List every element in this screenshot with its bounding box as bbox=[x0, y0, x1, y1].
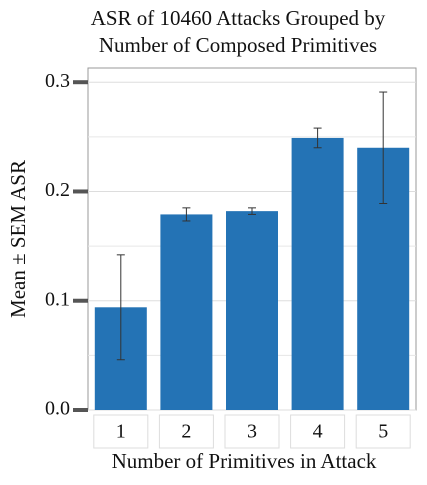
chart-title: ASR of 10460 Attacks Grouped by bbox=[91, 6, 386, 30]
x-tick-box bbox=[93, 414, 149, 449]
bar bbox=[226, 211, 278, 410]
bar bbox=[291, 137, 344, 410]
chart-title: Number of Composed Primitives bbox=[99, 33, 377, 57]
x-tick-box bbox=[224, 414, 280, 449]
bar bbox=[160, 214, 213, 410]
y-tick-label: 0.2 bbox=[45, 179, 70, 201]
x-tick-box bbox=[158, 414, 214, 449]
x-tick-label: 1 bbox=[116, 421, 126, 443]
x-axis-label: Number of Primitives in Attack bbox=[112, 449, 377, 473]
x-tick-label: 5 bbox=[378, 421, 388, 443]
y-tick-label: 0.3 bbox=[45, 70, 70, 92]
x-tick-box bbox=[355, 414, 411, 449]
x-tick-label: 2 bbox=[181, 421, 191, 443]
x-tick-label: 4 bbox=[313, 421, 323, 443]
y-axis-label: Mean ± SEM ASR bbox=[6, 160, 30, 318]
x-tick-box bbox=[290, 414, 346, 449]
y-tick-label: 0.0 bbox=[45, 398, 70, 420]
y-tick-label: 0.1 bbox=[45, 288, 70, 310]
x-tick-label: 3 bbox=[247, 421, 257, 443]
